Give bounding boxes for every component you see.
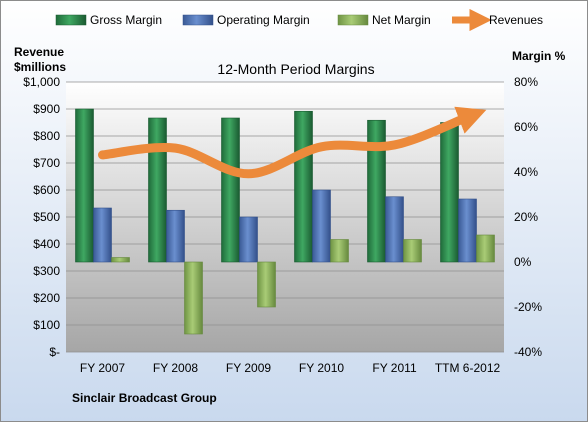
x-tick-label: FY 2008 xyxy=(153,361,198,375)
y-left-tick-label: $300 xyxy=(33,264,60,278)
legend-swatch-operating xyxy=(182,14,214,26)
legend-swatch-gross xyxy=(55,14,87,26)
chart-title: 12-Month Period Margins xyxy=(217,61,374,77)
y-right-title: Margin % xyxy=(512,49,566,63)
gross-margin-bar xyxy=(367,119,386,263)
x-tick-label: TTM 6-2012 xyxy=(435,361,501,375)
y-left-tick-label: $800 xyxy=(33,129,60,143)
legend-label-net: Net Margin xyxy=(372,13,431,27)
legend-item-net: Net Margin xyxy=(337,13,431,27)
legend-item-gross: Gross Margin xyxy=(55,13,162,27)
legend-label-revenues: Revenues xyxy=(489,13,543,27)
footer-company: Sinclair Broadcast Group xyxy=(72,391,217,405)
x-tick-label: FY 2009 xyxy=(226,361,271,375)
y-right-tick-label: 0% xyxy=(514,255,532,269)
revenues-line xyxy=(98,106,487,179)
legend-label-gross: Gross Margin xyxy=(90,13,162,27)
x-tick-label: FY 2010 xyxy=(299,361,344,375)
legend-label-operating: Operating Margin xyxy=(217,13,310,27)
operating-margin-bar xyxy=(93,207,112,263)
gross-margin-bar xyxy=(148,117,167,263)
x-tick-label: FY 2007 xyxy=(80,361,125,375)
y-right-tick-label: -20% xyxy=(514,300,542,314)
y-left-tick-label: $500 xyxy=(33,210,60,224)
axes: $- $100 $200 $300 $400 $500 $600 $700 $800 $900 $1… xyxy=(23,75,542,375)
y-right-tick-label: 60% xyxy=(514,120,538,134)
legend: Gross Margin Operating Margin Net Margin… xyxy=(55,8,543,32)
operating-margin-bar xyxy=(239,216,258,263)
y-left-tick-label: $400 xyxy=(33,237,60,251)
legend-item-revenues: Revenues xyxy=(452,8,543,32)
y-right-tick-label: 80% xyxy=(514,75,538,89)
operating-margin-bar xyxy=(458,198,477,263)
y-left-tick-label: $1,000 xyxy=(23,75,60,89)
gridlines xyxy=(66,81,504,353)
y-left-tick-label: $900 xyxy=(33,102,60,116)
y-left-title-line2: $millions xyxy=(14,60,66,74)
gross-margin-bar xyxy=(440,122,459,263)
legend-item-operating: Operating Margin xyxy=(182,13,310,27)
revenue-line-layer xyxy=(98,106,487,179)
net-margin-bar xyxy=(330,239,349,263)
operating-margin-bar xyxy=(312,189,331,263)
y-left-tick-label: $600 xyxy=(33,183,60,197)
x-tick-label: FY 2011 xyxy=(372,361,417,375)
y-right-tick-label: 40% xyxy=(514,165,538,179)
gross-margin-bar xyxy=(221,117,240,263)
operating-margin-bar xyxy=(166,209,185,263)
net-margin-bar xyxy=(476,234,495,263)
operating-margin-bar xyxy=(385,196,404,263)
y-left-tick-label: $700 xyxy=(33,156,60,170)
y-right-tick-label: 20% xyxy=(514,210,538,224)
y-right-tick-label: -40% xyxy=(514,345,542,359)
legend-swatch-net xyxy=(337,14,369,26)
y-left-title-line1: Revenue xyxy=(14,45,64,59)
net-margin-bar xyxy=(257,261,276,308)
y-left-tick-label: $- xyxy=(49,345,60,359)
y-left-tick-label: $100 xyxy=(33,318,60,332)
gross-margin-bar xyxy=(294,110,313,263)
net-margin-bar xyxy=(403,239,422,263)
net-margin-bar xyxy=(111,257,130,263)
net-margin-bar xyxy=(184,261,203,335)
gross-margin-bar xyxy=(75,108,94,263)
y-left-tick-label: $200 xyxy=(33,291,60,305)
